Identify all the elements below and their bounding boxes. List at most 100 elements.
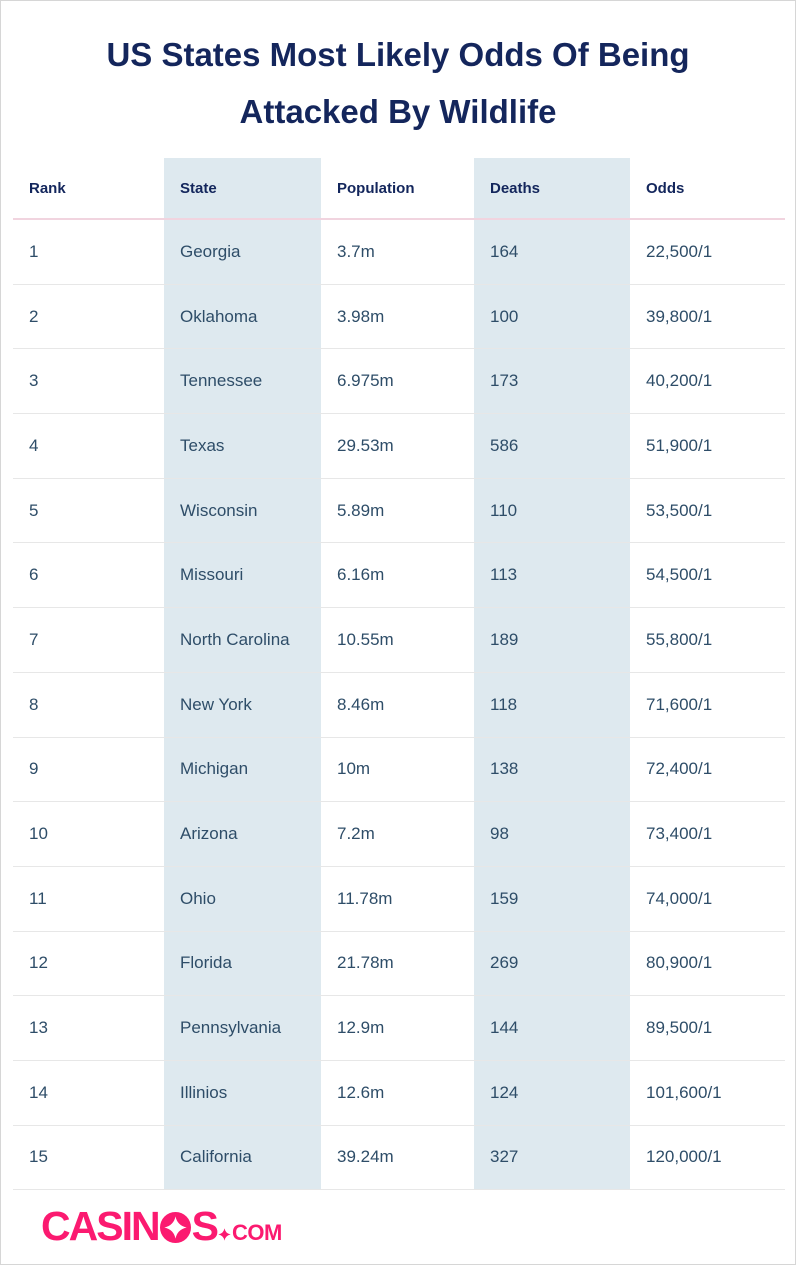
column-header-odds: Odds <box>646 179 685 197</box>
cell-population: 8.46m <box>337 694 385 714</box>
cell-deaths: 164 <box>474 220 630 284</box>
cell-state: Missouri <box>164 543 321 608</box>
cell-rank: 14 <box>29 1082 48 1102</box>
cell-state: Michigan <box>164 737 321 802</box>
cell-state: North Carolina <box>164 608 321 672</box>
title-line-2: Attacked By Wildlife <box>239 92 557 130</box>
table-row: 1 Georgia 3.7m 164 22,500/1 <box>13 220 785 285</box>
cell-population: 12.9m <box>337 1018 385 1038</box>
column-header-population: Population <box>337 179 415 197</box>
cell-rank: 10 <box>29 824 48 844</box>
column-header-deaths: Deaths <box>474 158 630 218</box>
cell-rank: 13 <box>29 1018 48 1038</box>
logo-text-s: S <box>191 1202 219 1249</box>
cell-population: 3.98m <box>337 306 385 326</box>
cell-population: 21.78m <box>337 953 394 973</box>
cell-deaths: 144 <box>474 996 630 1060</box>
cell-odds: 89,500/1 <box>646 1018 713 1038</box>
table-row: 8 New York 8.46m 118 71,600/1 <box>13 672 785 738</box>
cell-rank: 15 <box>29 1147 48 1167</box>
cell-state: Florida <box>164 931 321 996</box>
cell-odds: 53,500/1 <box>646 500 713 520</box>
table-row: 11 Ohio 11.78m 159 74,000/1 <box>13 866 785 932</box>
footer: CASIN S COM <box>1 1190 795 1262</box>
sparkle-dot-icon <box>218 1228 231 1241</box>
cell-deaths: 110 <box>474 478 630 543</box>
casinos-com-logo[interactable]: CASIN S COM <box>41 1202 282 1249</box>
logo-text-tld: COM <box>231 1219 282 1245</box>
cell-rank: 7 <box>29 629 39 649</box>
cell-odds: 73,400/1 <box>646 824 713 844</box>
cell-rank: 4 <box>29 435 39 455</box>
table-row: 13 Pennsylvania 12.9m 144 89,500/1 <box>13 996 785 1061</box>
cell-state: California <box>164 1125 321 1190</box>
logo-o-sparkle-icon <box>159 1211 191 1243</box>
title-line-1: US States Most Likely Odds Of Being <box>106 35 690 73</box>
table-row: 2 Oklahoma 3.98m 100 39,800/1 <box>13 284 785 350</box>
cell-state: Texas <box>164 414 321 478</box>
cell-population: 29.53m <box>337 435 394 455</box>
cell-odds: 55,800/1 <box>646 629 713 649</box>
cell-state: Pennsylvania <box>164 996 321 1060</box>
cell-deaths: 100 <box>474 284 630 349</box>
table-row: 6 Missouri 6.16m 113 54,500/1 <box>13 543 785 609</box>
column-header-rank: Rank <box>29 179 66 197</box>
cell-population: 11.78m <box>337 888 393 908</box>
cell-deaths: 98 <box>474 802 630 866</box>
cell-population: 5.89m <box>337 500 385 520</box>
table-row: 7 North Carolina 10.55m 189 55,800/1 <box>13 608 785 673</box>
table-body: 1 Georgia 3.7m 164 22,500/1 2 Oklahoma 3… <box>13 220 785 1191</box>
cell-deaths: 159 <box>474 866 630 931</box>
cell-state: Oklahoma <box>164 284 321 349</box>
cell-odds: 51,900/1 <box>646 435 713 455</box>
cell-population: 6.975m <box>337 371 394 391</box>
cell-population: 6.16m <box>337 565 385 585</box>
cell-rank: 9 <box>29 759 39 779</box>
cell-deaths: 138 <box>474 737 630 802</box>
cell-rank: 1 <box>29 241 39 261</box>
cell-rank: 2 <box>29 306 39 326</box>
cell-odds: 120,000/1 <box>646 1147 722 1167</box>
page-title: US States Most Likely Odds Of Being Atta… <box>1 1 795 158</box>
cell-population: 10.55m <box>337 629 394 649</box>
cell-deaths: 113 <box>474 543 630 608</box>
cell-state: Wisconsin <box>164 478 321 543</box>
cell-deaths: 118 <box>474 672 630 737</box>
cell-deaths: 327 <box>474 1125 630 1190</box>
cell-odds: 40,200/1 <box>646 371 713 391</box>
cell-odds: 74,000/1 <box>646 888 713 908</box>
cell-odds: 101,600/1 <box>646 1082 722 1102</box>
cell-rank: 8 <box>29 694 39 714</box>
cell-rank: 12 <box>29 953 48 973</box>
cell-population: 39.24m <box>337 1147 394 1167</box>
cell-state: New York <box>164 672 321 737</box>
cell-deaths: 269 <box>474 931 630 996</box>
cell-odds: 72,400/1 <box>646 759 713 779</box>
cell-population: 3.7m <box>337 241 375 261</box>
table-row: 10 Arizona 7.2m 98 73,400/1 <box>13 802 785 867</box>
wildlife-odds-table: Rank State Population Deaths Odds 1 Geor… <box>13 158 785 1191</box>
cell-rank: 5 <box>29 500 39 520</box>
cell-state: Arizona <box>164 802 321 866</box>
cell-state: Georgia <box>164 220 321 284</box>
table-row: 3 Tennessee 6.975m 173 40,200/1 <box>13 349 785 415</box>
cell-odds: 22,500/1 <box>646 241 713 261</box>
cell-odds: 80,900/1 <box>646 953 713 973</box>
cell-state: Tennessee <box>164 349 321 414</box>
table-row: 9 Michigan 10m 138 72,400/1 <box>13 737 785 803</box>
cell-odds: 71,600/1 <box>646 694 713 714</box>
cell-population: 12.6m <box>337 1082 385 1102</box>
cell-odds: 39,800/1 <box>646 306 713 326</box>
cell-deaths: 124 <box>474 1060 630 1125</box>
cell-state: Illinios <box>164 1060 321 1125</box>
cell-population: 10m <box>337 759 371 779</box>
cell-deaths: 189 <box>474 608 630 672</box>
table-row: 5 Wisconsin 5.89m 110 53,500/1 <box>13 478 785 544</box>
cell-deaths: 173 <box>474 349 630 414</box>
cell-deaths: 586 <box>474 414 630 478</box>
table-row: 12 Florida 21.78m 269 80,900/1 <box>13 931 785 997</box>
table-header-row: Rank State Population Deaths Odds <box>13 158 785 220</box>
table-row: 15 California 39.24m 327 120,000/1 <box>13 1125 785 1191</box>
cell-odds: 54,500/1 <box>646 565 713 585</box>
